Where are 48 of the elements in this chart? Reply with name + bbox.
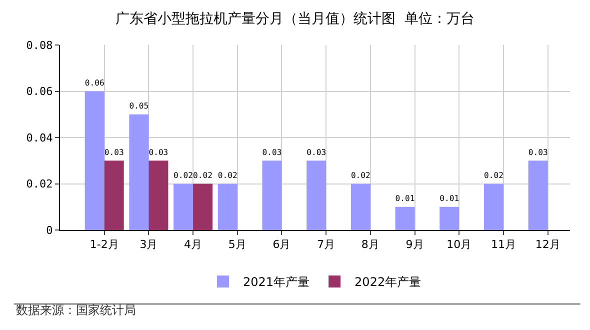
data-label: 0.02 (193, 170, 213, 180)
bar (262, 160, 282, 230)
bar (440, 206, 460, 230)
bar (218, 184, 238, 230)
legend-label: 2021年产量 (243, 275, 310, 290)
bar (306, 160, 326, 230)
data-label: 0.03 (306, 146, 326, 157)
bar (528, 160, 548, 230)
data-label: 0.05 (129, 100, 149, 111)
data-label: 0.03 (528, 146, 548, 157)
x-tick-label: 9月 (406, 238, 424, 252)
x-tick-label: 6月 (272, 238, 291, 252)
data-label: 0.02 (218, 170, 238, 180)
data-label: 0.03 (262, 146, 282, 157)
x-tick-label: 8月 (361, 238, 380, 252)
data-label: 0.01 (440, 193, 460, 204)
legend-label: 2022年产量 (354, 275, 422, 290)
bar (148, 160, 168, 230)
data-label: 0.02 (350, 170, 371, 180)
x-tick-label: 7月 (317, 238, 336, 252)
y-tick-label: 0.08 (26, 38, 53, 52)
data-label: 0.02 (174, 170, 194, 180)
x-tick-label: 11月 (490, 238, 516, 252)
y-tick-label: 0.06 (26, 85, 53, 98)
data-label: 0.02 (484, 170, 504, 180)
x-tick-label: 1-2月 (90, 238, 119, 252)
bar (484, 184, 504, 230)
bar (395, 206, 415, 230)
y-tick-label: 0 (46, 224, 53, 237)
bar (174, 184, 194, 230)
data-label: 0.03 (104, 146, 124, 157)
bar (104, 160, 124, 230)
x-tick-label: 10月 (446, 238, 472, 252)
data-label: 0.03 (148, 146, 168, 157)
bar (350, 184, 370, 230)
source-note: 数据来源：国家统计局 (16, 303, 136, 317)
y-tick-label: 0.04 (26, 131, 54, 144)
bar (193, 184, 213, 230)
x-tick-label: 5月 (228, 238, 246, 252)
y-tick-label: 0.02 (26, 178, 53, 191)
data-label: 0.06 (84, 78, 104, 88)
bar (129, 114, 149, 230)
data-label: 0.01 (395, 193, 415, 204)
x-tick-label: 12月 (535, 238, 560, 252)
bar (84, 91, 104, 230)
x-tick-label: 3月 (140, 238, 158, 252)
x-tick-label: 4月 (184, 238, 202, 252)
chart-title: 广东省小型拖拉机产量分月（当月值）统计图 单位：万台 (116, 11, 474, 27)
